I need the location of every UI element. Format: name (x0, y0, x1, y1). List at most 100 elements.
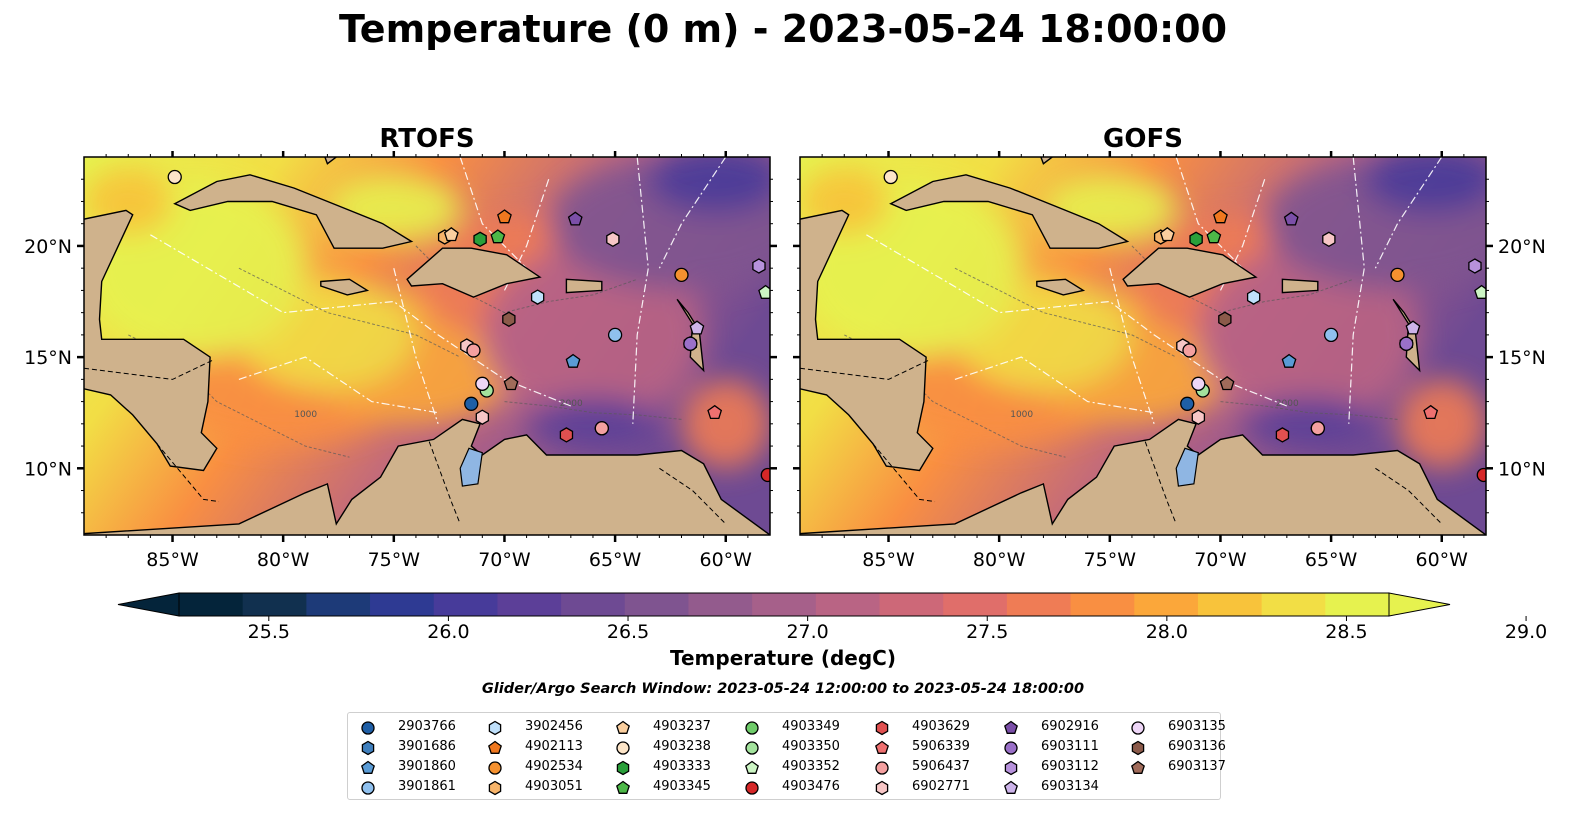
colorbar-bin (879, 593, 944, 616)
land-usa (955, 124, 995, 144)
search-window-caption: Glider/Argo Search Window: 2023-05-24 12… (482, 681, 1084, 697)
legend-label: 5906437 (912, 759, 970, 774)
platform-marker (1423, 404, 1439, 420)
platform-marker (1476, 467, 1486, 483)
land-jamaica (1036, 278, 1086, 296)
x-tick-label: 80°W (973, 549, 1026, 571)
platform-marker (758, 284, 770, 299)
circle-icon (875, 761, 889, 775)
platform-marker (1322, 231, 1336, 248)
x-tick-label: 70°W (1194, 549, 1247, 571)
colorbar-bin (433, 593, 499, 616)
legend-label: 3901860 (398, 759, 456, 774)
x-tick-label: 60°W (700, 549, 753, 571)
panel-title: RTOFS (379, 124, 474, 154)
colorbar-tick-label: 27.5 (966, 621, 1008, 643)
hexagon-icon (488, 720, 502, 736)
platform-marker (475, 409, 490, 425)
platform-marker (606, 231, 620, 248)
platform-marker (1283, 211, 1299, 226)
hexagon-icon (616, 760, 630, 776)
platform-marker (473, 231, 487, 248)
hexagon-icon (875, 780, 889, 796)
circle-icon (1131, 721, 1145, 735)
hexagon-icon (361, 740, 375, 756)
legend-label: 6903137 (1168, 759, 1226, 774)
platform-marker (567, 211, 583, 226)
legend-label: 3901861 (398, 779, 456, 794)
land-puertorico (1281, 278, 1319, 294)
x-tick-label: 85°W (146, 549, 199, 571)
circle-icon (745, 741, 759, 755)
x-tick-label: 60°W (1416, 549, 1469, 571)
colorbar-bin (306, 593, 371, 616)
y-tick-label: 15°N (24, 347, 72, 369)
colorbar-bin (497, 593, 562, 616)
colorbar-bin (1325, 593, 1390, 616)
platform-marker (594, 421, 609, 436)
legend-label: 4903238 (653, 739, 711, 754)
platform-marker (443, 226, 459, 242)
platform-marker (1246, 289, 1261, 305)
colorbar-tick-label: 28.5 (1325, 621, 1367, 643)
colorbar-label: Temperature (degC) (670, 646, 896, 670)
legend-label: 6903111 (1041, 739, 1099, 754)
circle-icon (361, 721, 375, 735)
x-tick-label: 80°W (257, 549, 310, 571)
colorbar-tick-label: 27.0 (786, 621, 828, 643)
platform-marker (1213, 209, 1228, 224)
platform-marker (167, 169, 182, 185)
platform-marker (1405, 320, 1421, 335)
y-tick-label: 15°N (1498, 347, 1546, 369)
platform-marker (1206, 229, 1222, 244)
pentagon-icon (1004, 720, 1018, 734)
gofs-map-panel: GOFS 1000 2000 85°W 80°W 75°W 70°W 65°W 60°W 20°N… (793, 124, 1546, 571)
hexagon-icon (875, 720, 889, 736)
land-southam (800, 418, 1486, 535)
legend-label: 4903629 (912, 719, 970, 734)
legend-label: 4903237 (653, 719, 711, 734)
legend-label: 4903051 (525, 779, 583, 794)
x-tick-label: 75°W (1084, 549, 1137, 571)
legend-label: 6903135 (1168, 719, 1226, 734)
circle-icon (745, 721, 759, 735)
pentagon-icon (1004, 780, 1018, 794)
platform-marker (752, 258, 766, 274)
platform-marker (689, 320, 705, 335)
legend-label: 4903333 (653, 759, 711, 774)
legend-label: 6902771 (912, 779, 970, 794)
platform-marker (475, 376, 490, 391)
land-hispaniola (1122, 247, 1258, 298)
platform-marker (502, 311, 516, 328)
land-cuba (889, 174, 1130, 249)
legend-label: 4902113 (525, 739, 583, 754)
pentagon-icon (361, 760, 375, 774)
platform-marker (607, 327, 623, 343)
legend-label: 6903134 (1041, 779, 1099, 794)
x-tick-label: 70°W (478, 549, 531, 571)
legend-label: 4903350 (782, 739, 840, 754)
pentagon-icon (616, 720, 630, 734)
pentagon-icon (875, 740, 889, 754)
colorbar-bin (943, 593, 1008, 616)
pentagon-icon (616, 780, 630, 794)
circle-icon (1004, 741, 1018, 755)
land-andros (324, 157, 338, 165)
platform-marker (1275, 427, 1290, 443)
platform-marker (1189, 231, 1203, 248)
circle-icon (361, 781, 375, 795)
temperature-colorbar: 25.5 26.0 26.5 27.0 27.5 28.0 28.5 29.0 (117, 592, 1547, 643)
platform-marker (1159, 226, 1175, 242)
platform-marker (497, 209, 512, 224)
legend-label: 3901686 (398, 739, 456, 754)
circle-icon (616, 741, 630, 755)
contour-label: 2000 (1276, 399, 1299, 409)
land-cuba (173, 174, 414, 249)
hexagon-icon (1004, 760, 1018, 776)
colorbar-bin (179, 593, 244, 616)
platform-marker (883, 169, 898, 185)
platform-marker (1182, 343, 1197, 358)
colorbar-tick-label: 26.0 (427, 621, 469, 643)
legend-label: 3902456 (525, 719, 583, 734)
